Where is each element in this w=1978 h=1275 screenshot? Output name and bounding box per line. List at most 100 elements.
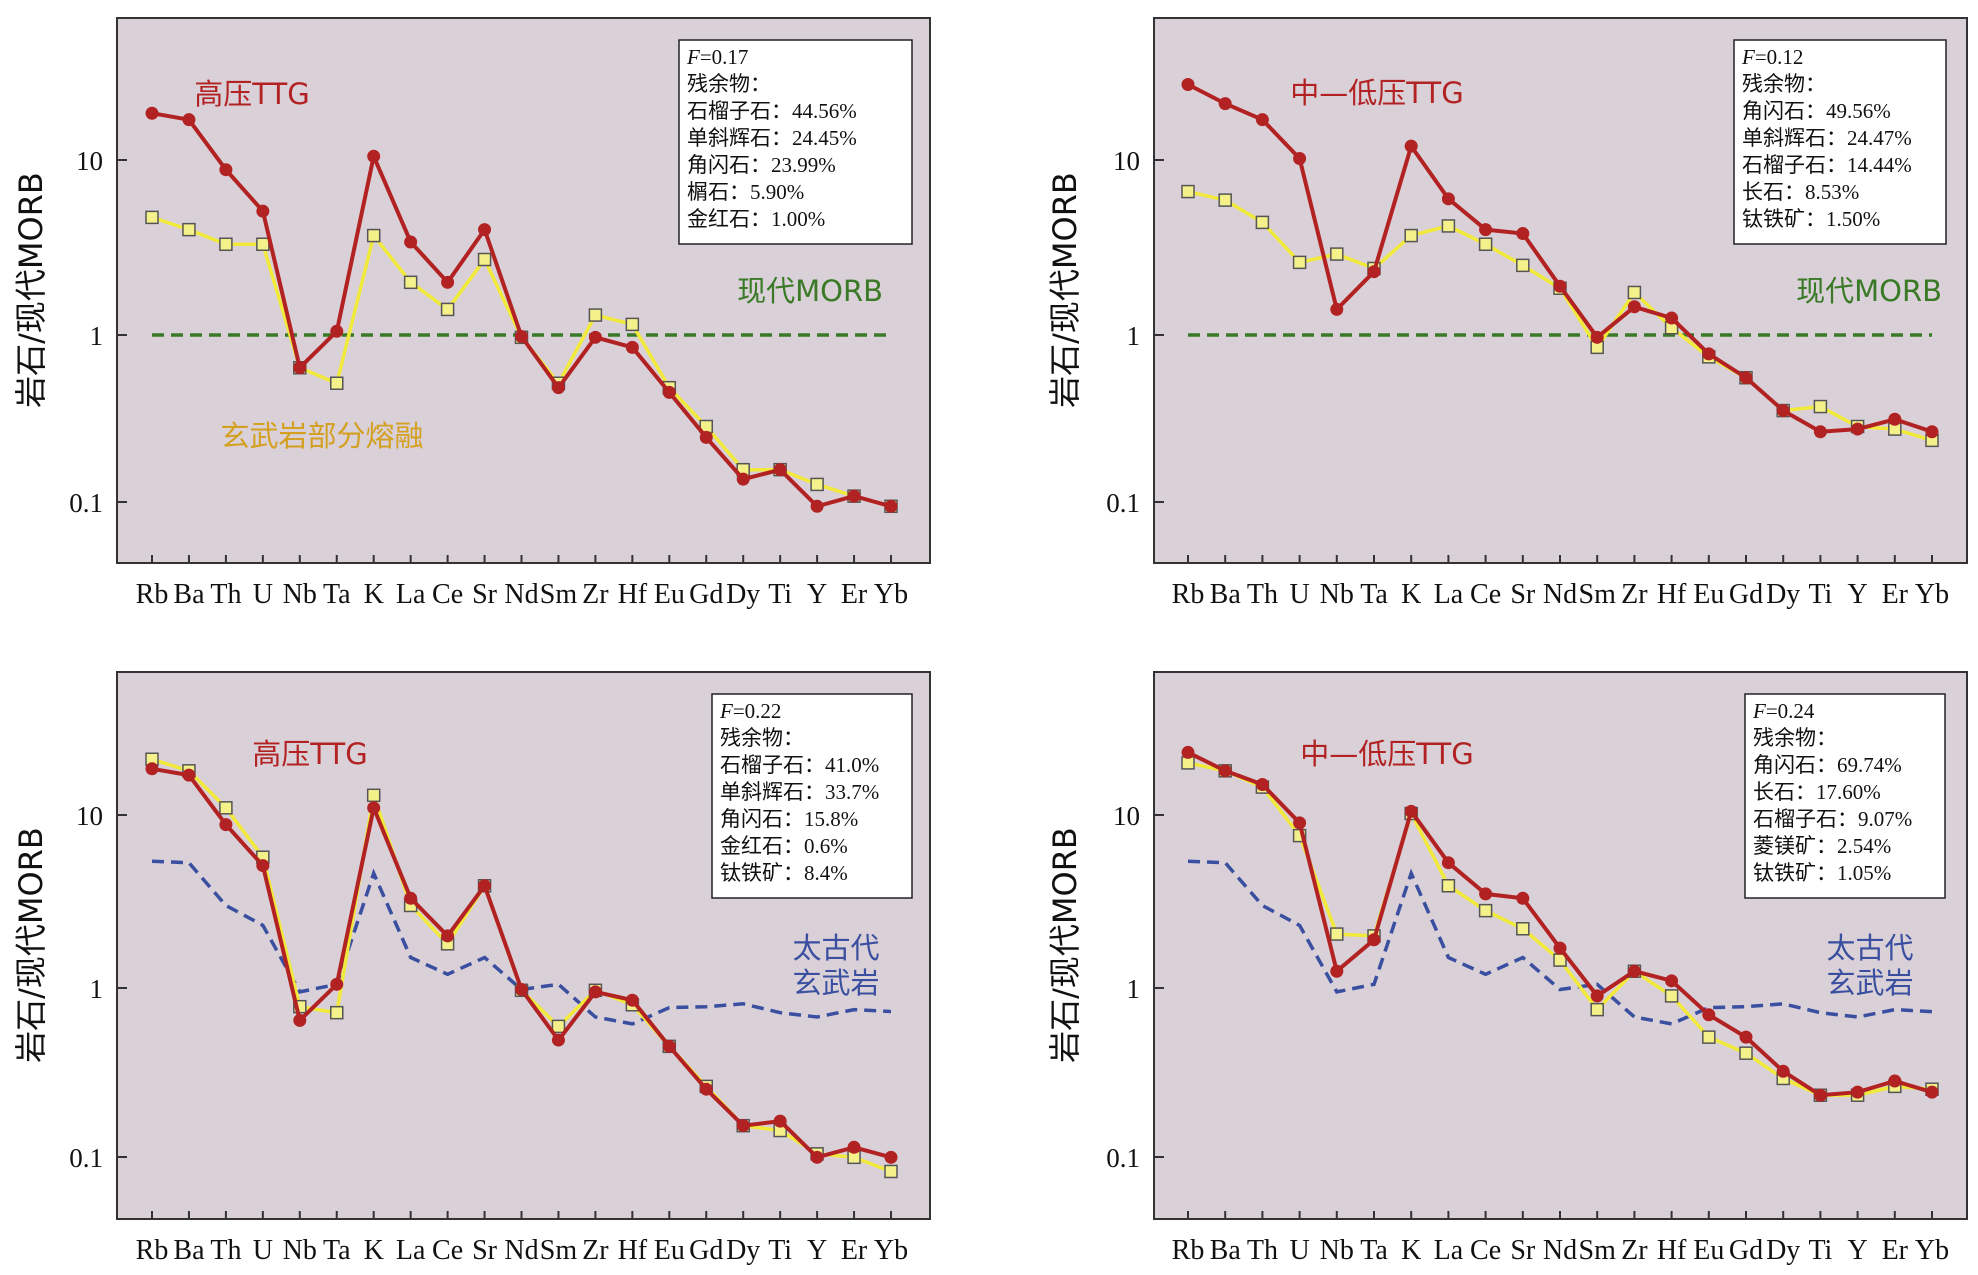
info-box: F=0.24 残余物： 角闪石：69.74% 长石：17.60% 石榴子石：9.07% 菱… [1744,693,1946,899]
data-point [367,801,381,815]
data-point [182,768,196,782]
info-f-label: F=0.17 [686,45,748,69]
f-symbol: F [686,45,700,69]
info-line: 残余物： [720,726,804,750]
x-tick-label: U [253,579,273,610]
data-point [736,472,750,486]
info-line: 菱镁矿：2.54% [1753,834,1891,858]
data-point [884,1150,898,1164]
data-point [1553,279,1567,293]
info-line: 角闪石：69.74% [1753,753,1902,777]
x-tick-label: Yb [1915,579,1949,610]
x-tick-label: K [1401,579,1421,610]
x-tick-label: Ti [768,579,792,610]
data-point [1479,887,1493,901]
x-tick-label: Sr [472,579,498,610]
x-tick-label: La [396,579,426,610]
annotation-label: 高压TTG [252,737,367,771]
y-tick-label: 1 [90,321,104,351]
x-tick-label: Ba [1210,1235,1242,1266]
data-point [1181,184,1195,199]
info-line: 石榴子石：14.44% [1742,153,1912,177]
data-point [330,1005,344,1020]
data-point [1590,330,1604,344]
x-tick-label: Ti [768,1235,792,1266]
data-point [1404,228,1418,243]
x-tick-label: Nd [504,1235,538,1266]
x-tick-label: Gd [689,579,723,610]
x-tick-label: Nd [1543,579,1577,610]
info-line: 单斜辉石：33.7% [720,780,879,804]
info-line: 榍石：5.90% [687,180,804,204]
data-point [1776,1064,1790,1078]
x-tick-label: Eu [1693,579,1724,610]
f-value: 0.17 [712,45,749,69]
data-point [182,222,196,237]
x-tick-label: Zr [582,1235,609,1266]
data-point [366,228,381,243]
x-tick-label: Dy [1766,1235,1800,1266]
data-point [330,324,344,338]
x-tick-label: Hf [1657,1235,1687,1266]
x-tick-label: Gd [689,1235,723,1266]
data-point [1627,964,1641,978]
data-point [1702,347,1716,361]
x-tick-label: Gd [1729,1235,1763,1266]
data-point [330,376,344,391]
x-tick-label: Er [1882,579,1909,610]
f-value: 0.12 [1767,45,1804,69]
chart-panel-3: 岩石/现代MORB 0.1 1 10 Rb Ba Th U Nb Ta K La Ce Sr Nd Sm Zr H… [12,671,931,1266]
x-tick-label: Sm [1579,1235,1617,1266]
annotation-label: 玄武岩部分熔融 [220,419,423,453]
series-basalt [151,859,892,1026]
x-tick-label: Sm [1579,579,1617,610]
x-tick-label: Er [1882,1235,1909,1266]
data-point [588,330,602,344]
data-point [1441,878,1456,893]
data-point [1441,219,1456,233]
data-point [219,818,233,832]
data-point [699,1082,713,1096]
data-point [847,489,861,503]
data-point [625,340,639,354]
x-tick-label: Yb [1915,1235,1949,1266]
x-tick-label: Y [807,579,827,610]
data-point [847,1140,861,1154]
data-point [441,275,455,289]
data-point [1330,964,1344,978]
data-point [1478,903,1493,918]
info-line: 单斜辉石：24.45% [687,126,857,150]
y-tick-label: 0.1 [69,488,103,518]
data-point [330,977,344,991]
data-point [478,879,492,893]
data-point [699,430,713,444]
x-tick-label: Nd [1543,1235,1577,1266]
data-point [1181,78,1195,92]
data-point [1367,265,1381,279]
data-point [1739,371,1753,385]
data-point [1553,941,1567,955]
data-point [477,252,492,267]
data-point [515,983,528,997]
info-box-frame [1733,39,1947,245]
series-basalt [1187,859,1933,1026]
data-point [441,929,455,943]
info-line: 金红石：0.6% [720,834,848,858]
data-point [1218,193,1232,207]
info-line: 残余物： [1753,726,1837,750]
data-point [256,859,270,873]
data-point [662,385,676,399]
data-point [256,237,270,252]
x-tick-label: Ce [432,579,463,610]
data-point [1851,1085,1865,1099]
x-tick-label: Th [1247,579,1278,610]
annotation-label: 中—低压TTG [1290,76,1463,110]
y-tick-label: 0.1 [69,1143,103,1173]
info-line: 残余物： [687,72,771,96]
x-tick-label: Th [210,1235,241,1266]
x-tick-label: Zr [582,579,609,610]
data-point [1888,412,1902,426]
x-tick-label: Er [841,579,868,610]
data-point [1516,258,1530,273]
